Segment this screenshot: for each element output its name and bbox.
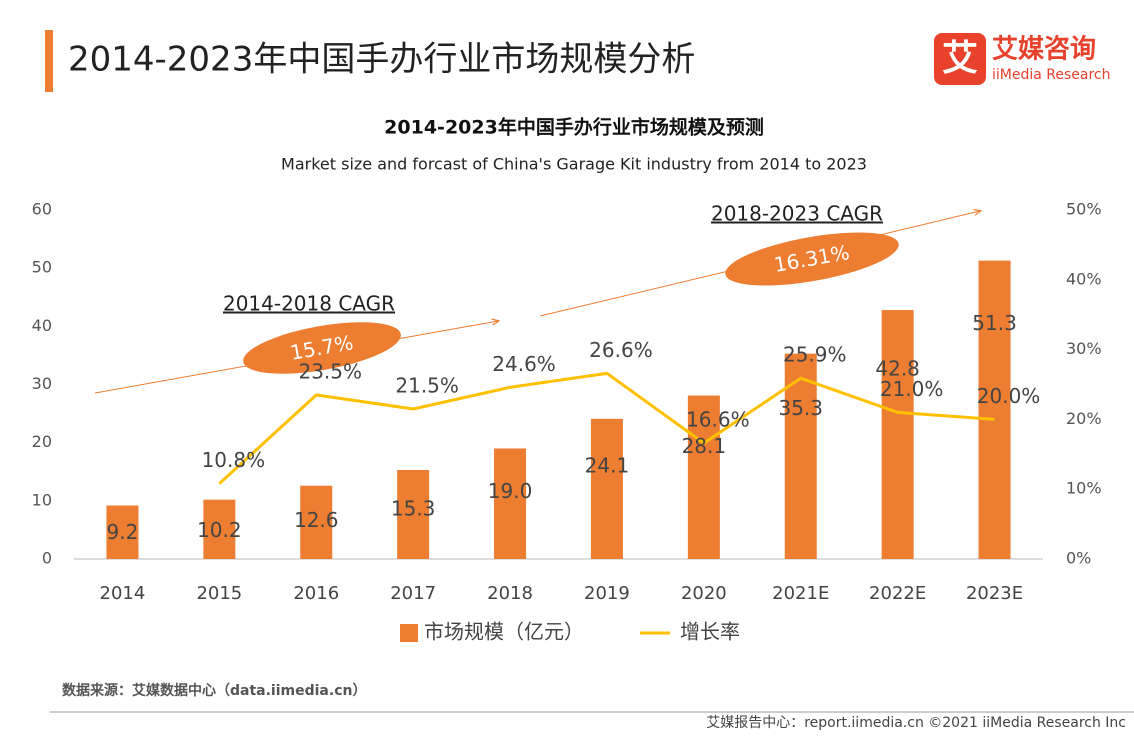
x-tick-label: 2014 bbox=[100, 583, 146, 604]
line bbox=[218, 371, 995, 485]
x-tick-label: 2017 bbox=[390, 583, 436, 604]
bar bbox=[203, 499, 236, 559]
line-label: 20.0% bbox=[977, 384, 1041, 408]
logo-mark: 艾 bbox=[942, 38, 978, 79]
y-tick-label: 40 bbox=[32, 316, 52, 335]
credit: 艾媒报告中心：report.iimedia.cn ©2021 iiMedia R… bbox=[706, 715, 1126, 731]
line-label: 21.5% bbox=[395, 373, 459, 397]
x-tick-label: 2016 bbox=[293, 583, 339, 604]
line-label: 24.6% bbox=[492, 352, 556, 376]
bar-label: 15.3 bbox=[391, 497, 436, 521]
bar-label: 42.8 bbox=[875, 357, 920, 381]
title-accent bbox=[45, 30, 53, 92]
bar-label: 28.1 bbox=[682, 434, 727, 458]
source: 数据来源：艾媒数据中心（data.iimedia.cn） bbox=[62, 682, 366, 699]
y2-tick-label: 20% bbox=[1066, 409, 1102, 428]
chart-subtitle: Market size and forcast of China's Garag… bbox=[281, 155, 867, 174]
x-tick-label: 2018 bbox=[487, 583, 533, 604]
y-tick-label: 50 bbox=[32, 258, 52, 277]
y2-tick-label: 10% bbox=[1066, 479, 1102, 498]
chart-title: 2014-2023年中国手办行业市场规模及预测 bbox=[384, 116, 764, 139]
line-label: 10.8% bbox=[202, 448, 266, 472]
bar-label: 9.2 bbox=[107, 520, 139, 544]
logo-name: 艾媒咨询 bbox=[992, 34, 1096, 65]
line-label: 16.6% bbox=[686, 408, 750, 432]
legend-label: 市场规模（亿元） bbox=[424, 620, 584, 644]
annotation: 2018-2023 CAGR bbox=[711, 202, 883, 226]
logo-box bbox=[934, 33, 986, 85]
x-tick-label: 2015 bbox=[196, 583, 242, 604]
y-tick-label: 10 bbox=[32, 490, 52, 509]
y-tick-label: 20 bbox=[32, 432, 52, 451]
x-tick-label: 2023E bbox=[966, 583, 1023, 604]
bar bbox=[881, 310, 914, 559]
bar-label: 35.3 bbox=[778, 396, 823, 420]
bar bbox=[300, 485, 333, 559]
logo-sub: iiMedia Research bbox=[992, 67, 1111, 83]
y-tick-label: 30 bbox=[32, 374, 52, 393]
bar bbox=[978, 260, 1011, 559]
page-title: 2014-2023年中国手办行业市场规模分析 bbox=[68, 40, 695, 80]
line-label: 26.6% bbox=[589, 338, 653, 362]
y2-tick-label: 50% bbox=[1066, 200, 1102, 219]
annotation: 2014-2018 CAGR bbox=[223, 292, 395, 316]
y2-tick-label: 30% bbox=[1066, 339, 1102, 358]
y-tick-label: 60 bbox=[32, 200, 52, 219]
bar bbox=[784, 353, 817, 559]
legend-swatch bbox=[400, 624, 418, 642]
line-label: 23.5% bbox=[298, 359, 362, 383]
x-tick-label: 2019 bbox=[584, 583, 630, 604]
y-tick-label: 0 bbox=[42, 549, 52, 568]
bar bbox=[687, 395, 720, 559]
y2-tick-label: 40% bbox=[1066, 269, 1102, 288]
legend-label: 增长率 bbox=[680, 620, 740, 644]
bar bbox=[494, 448, 527, 559]
bar-label: 19.0 bbox=[488, 479, 533, 503]
y2-tick-label: 0% bbox=[1066, 549, 1091, 568]
bar bbox=[106, 505, 139, 559]
annotation-ellipse bbox=[243, 322, 401, 374]
line-label: 25.9% bbox=[783, 343, 847, 367]
line-label: 21.0% bbox=[880, 377, 944, 401]
x-tick-label: 2022E bbox=[869, 583, 926, 604]
bar-label: 10.2 bbox=[197, 518, 242, 542]
bar-label: 24.1 bbox=[585, 453, 630, 477]
bar-label: 12.6 bbox=[294, 508, 339, 532]
bar bbox=[590, 418, 623, 559]
bar-label: 51.3 bbox=[972, 311, 1017, 335]
annotation-ellipse bbox=[725, 232, 899, 286]
x-tick-label: 2021E bbox=[772, 583, 829, 604]
x-tick-label: 2020 bbox=[681, 583, 727, 604]
bar bbox=[397, 470, 430, 559]
